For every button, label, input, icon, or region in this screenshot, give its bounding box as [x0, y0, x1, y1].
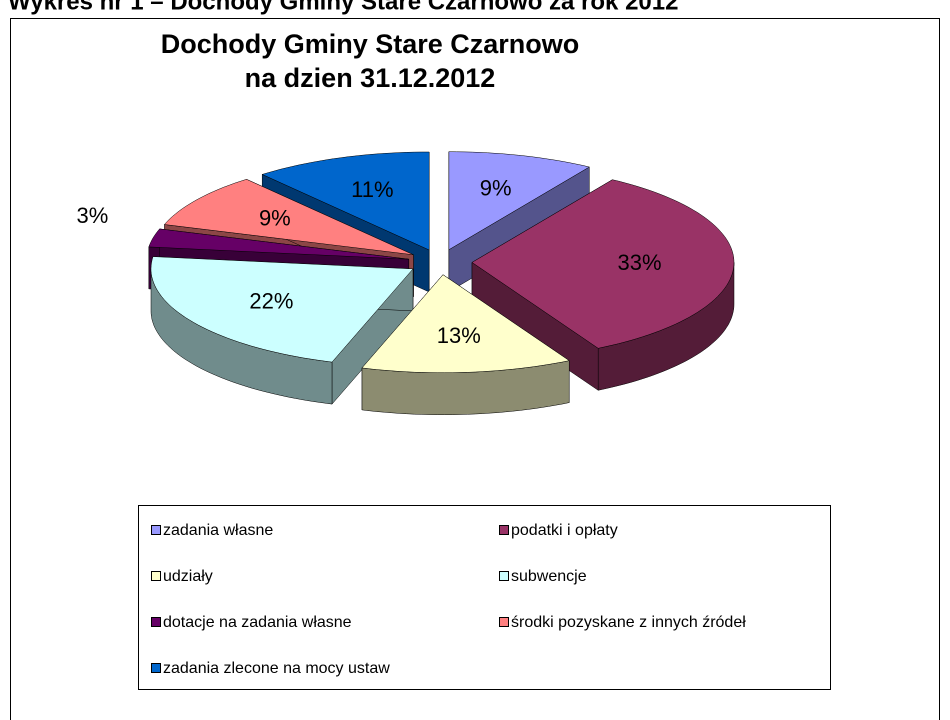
legend-swatch [151, 571, 161, 581]
slice-top [448, 151, 590, 251]
legend-label: zadania własne [163, 522, 273, 539]
legend-label: subwencje [511, 568, 587, 585]
data-label: 22% [249, 288, 293, 313]
legend-label: dotacje na zadania własne [163, 614, 352, 631]
data-label: 3% [76, 203, 108, 228]
data-label: 11% [351, 177, 393, 202]
legend-swatch [151, 525, 161, 535]
data-label: 9% [480, 175, 512, 200]
slice-top [150, 256, 414, 363]
slice [471, 179, 735, 391]
legend-swatch [151, 617, 161, 627]
slice [150, 256, 414, 405]
slice-top [148, 228, 409, 260]
data-label: 13% [437, 323, 481, 348]
slice-top [163, 179, 414, 256]
slice [361, 274, 570, 415]
legend-label: zadania zlecone na mocy ustaw [163, 660, 390, 677]
slice-top [261, 151, 430, 251]
slice-top [361, 274, 570, 373]
legend-label: udziały [163, 568, 213, 585]
chart-title: na dzien 31.12.2012 [245, 63, 496, 93]
legend-swatch [499, 525, 509, 535]
legend-label: podatki i opłaty [511, 522, 618, 539]
slice-top [471, 179, 735, 349]
legend-label: środki pozyskane z innych źródeł [511, 614, 746, 631]
legend-swatch [151, 663, 161, 673]
data-label: 9% [259, 205, 291, 230]
legend-swatch [499, 617, 509, 627]
legend-swatch [499, 571, 509, 581]
legend-box [138, 505, 831, 690]
page-header: Wykres nr 1 – Dochody Gminy Stare Czarno… [8, 0, 678, 15]
data-label: 33% [618, 250, 662, 275]
chart-title: Dochody Gminy Stare Czarnowo [161, 29, 580, 59]
